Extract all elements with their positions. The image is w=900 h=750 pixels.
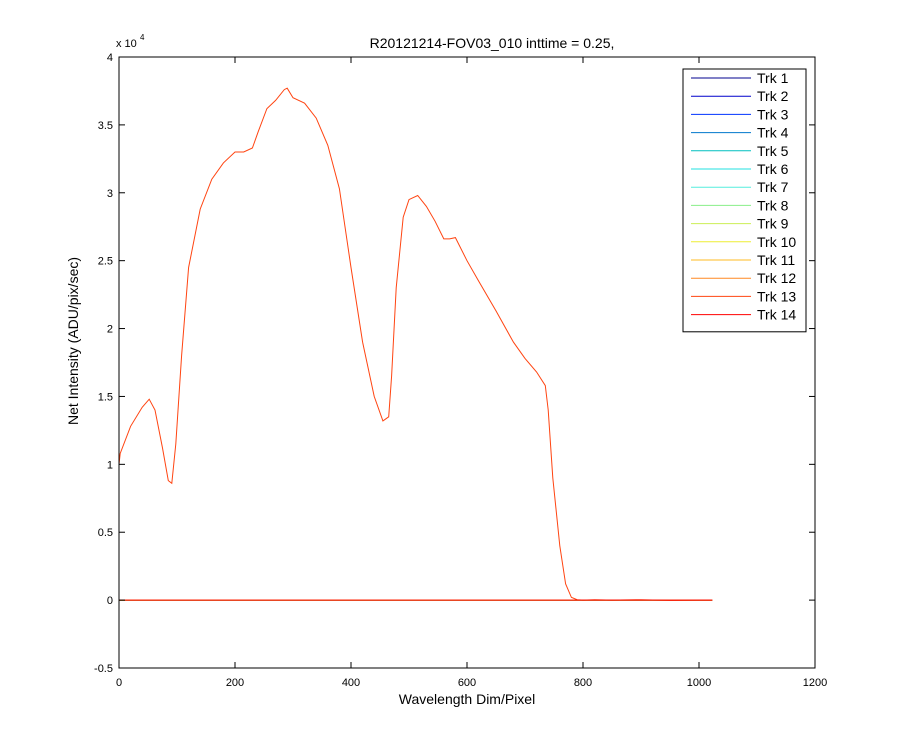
y-tick-label: 4 [107, 52, 113, 64]
legend-label-5: Trk 5 [757, 143, 789, 159]
chart-title: R20121214-FOV03_010 inttime = 0.25, [370, 35, 615, 51]
legend-label-10: Trk 10 [757, 234, 796, 250]
series-layer [118, 87, 713, 601]
x-tick-label: 1200 [803, 677, 827, 689]
x-tick-label: 0 [116, 677, 122, 689]
x-axis-label: Wavelength Dim/Pixel [399, 691, 535, 707]
y-tick-label: 2.5 [98, 256, 113, 268]
legend-box [682, 68, 807, 333]
y-tick-label: 3.5 [98, 120, 113, 132]
y-tick-label: 0.5 [98, 527, 113, 539]
legend-label-12: Trk 12 [757, 270, 796, 286]
y-tick-label: 3 [107, 188, 113, 200]
legend-label-1: Trk 1 [757, 70, 789, 86]
x-tick-label: 400 [342, 677, 360, 689]
legend-label-13: Trk 13 [757, 288, 796, 304]
x-tick-label: 800 [574, 677, 592, 689]
legend-label-7: Trk 7 [757, 179, 789, 195]
y-exponent-base: x 10 [116, 38, 137, 50]
y-exponent-power: 4 [140, 33, 145, 42]
legend-label-4: Trk 4 [757, 125, 789, 141]
y-exponent: x 10 4 [116, 33, 145, 50]
legend-label-3: Trk 3 [757, 106, 789, 122]
legend-label-6: Trk 6 [757, 161, 789, 177]
legend-label-11: Trk 11 [757, 252, 795, 268]
legend-label-9: Trk 9 [757, 216, 789, 232]
y-axis-label: Net Intensity (ADU/pix/sec) [65, 257, 81, 425]
x-tick-label: 600 [458, 677, 476, 689]
y-tick-label: 2 [107, 324, 113, 336]
y-tick-label: 1.5 [98, 391, 113, 403]
legend: Trk 1 Trk 2 Trk 3 Trk 4 Trk 5 Trk 6 Trk 7 Trk 8… [682, 68, 807, 333]
legend-label-8: Trk 8 [757, 197, 789, 213]
legend-label-2: Trk 2 [757, 88, 789, 104]
x-tick-label: 1000 [687, 677, 711, 689]
y-tick-label: 1 [107, 459, 113, 471]
legend-label-14: Trk 14 [757, 307, 796, 323]
series-line-13 [118, 87, 713, 601]
axes-layer: 0 200 400 600 800 1000 1200-0.500.511.522.533.… [94, 52, 827, 689]
y-tick-label: 0 [107, 595, 113, 607]
y-tick-label: -0.5 [94, 663, 113, 675]
x-tick-label: 200 [226, 677, 244, 689]
